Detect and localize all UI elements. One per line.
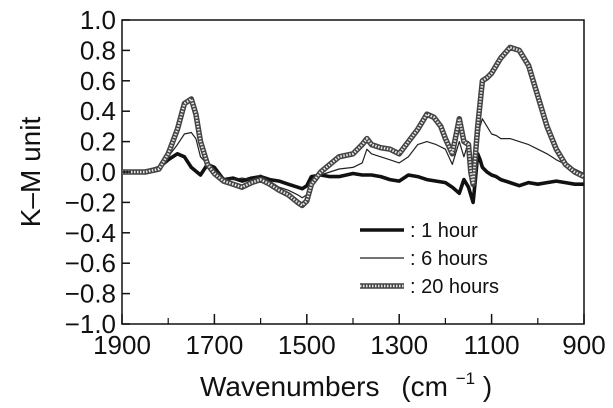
series-3 (122, 44, 586, 209)
legend-label: : 6 hours (410, 248, 488, 270)
axes-layer: 1.00.80.60.40.20.0−0.2−0.4−0.6−0.8−1.019… (65, 5, 606, 360)
x-axis-label-text: Wavenumbers (200, 371, 379, 402)
legend: : 1 hour : 6 hours : 20 hours (360, 220, 499, 298)
series-line (122, 152, 584, 205)
series-1 (122, 152, 584, 205)
x-tick-label: 900 (562, 330, 605, 360)
y-tick-label: 1.0 (80, 5, 116, 35)
series-layer (122, 44, 586, 209)
x-axis-label-unit-close: ) (483, 371, 492, 402)
legend-label: : 1 hour (410, 220, 478, 242)
x-axis-label-unit-sup: −1 (456, 369, 475, 388)
x-tick-label: 1700 (185, 330, 243, 360)
y-tick-label: 0.8 (80, 35, 116, 65)
y-tick-label: 0.2 (80, 127, 116, 157)
y-tick-label: −0.6 (65, 248, 116, 278)
series-line-outline (122, 44, 586, 209)
x-tick-label: 1500 (278, 330, 336, 360)
y-tick-label: 0.4 (80, 96, 116, 126)
x-axis-label: Wavenumbers (cm −1 ) (200, 359, 492, 402)
y-tick-label: −0.4 (65, 218, 116, 248)
y-tick-label: 0.0 (80, 157, 116, 187)
series-line-hatch (122, 46, 585, 207)
legend-label: : 20 hours (410, 276, 499, 298)
x-tick-label: 1100 (464, 330, 520, 360)
y-axis-label: K–M unit (15, 117, 46, 228)
y-tick-label: −0.2 (65, 187, 116, 217)
x-axis-label-unit: (cm (401, 371, 448, 402)
y-tick-label: −0.8 (65, 279, 116, 309)
y-tick-label: 0.6 (80, 66, 116, 96)
x-tick-label: 1300 (370, 330, 428, 360)
x-tick-label: 1900 (93, 330, 151, 360)
y-tick-label: −1.0 (65, 309, 116, 339)
